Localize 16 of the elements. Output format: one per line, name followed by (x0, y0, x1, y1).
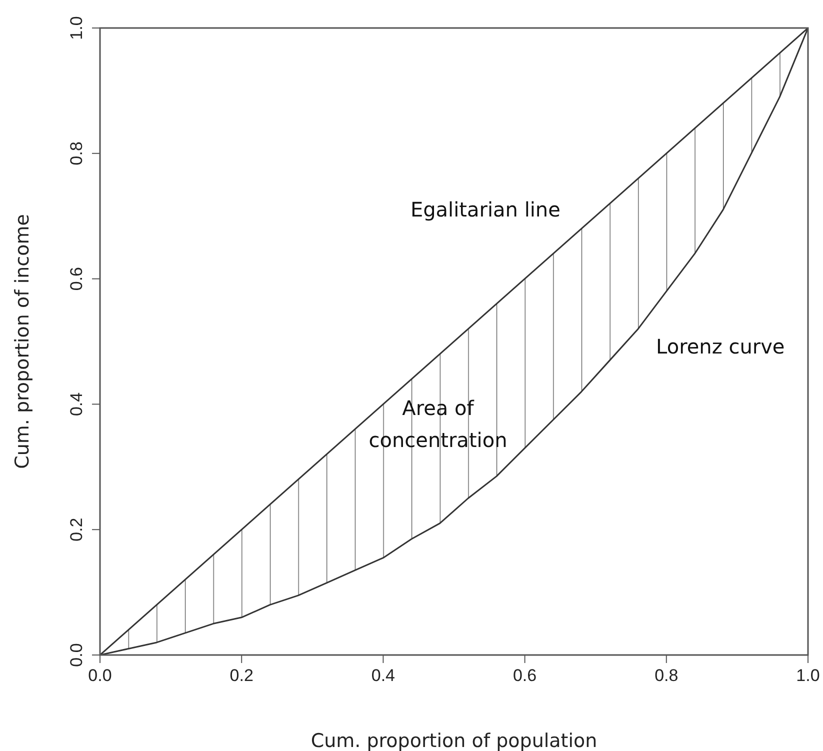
x-tick-label: 1.0 (796, 666, 820, 686)
y-tick-label: 0.6 (67, 266, 86, 291)
x-tick-label: 0.6 (512, 666, 537, 686)
y-tick-label: 1.0 (67, 16, 86, 40)
x-axis-title: Cum. proportion of population (310, 730, 598, 751)
annotation: Lorenz curve (656, 334, 785, 359)
y-axis-title: Cum. proportion of income (12, 214, 34, 469)
y-tick-label: 0.8 (67, 142, 86, 166)
x-tick-label: 0.0 (88, 666, 112, 686)
x-tick-label: 0.4 (371, 666, 396, 686)
annotation: Egalitarian line (410, 198, 560, 222)
x-tick-label: 0.2 (230, 666, 254, 686)
y-tick-label: 0.0 (67, 643, 86, 667)
y-tick-label: 0.2 (67, 518, 86, 542)
y-tick-label: 0.4 (67, 392, 86, 416)
x-tick-label: 0.8 (654, 666, 678, 686)
